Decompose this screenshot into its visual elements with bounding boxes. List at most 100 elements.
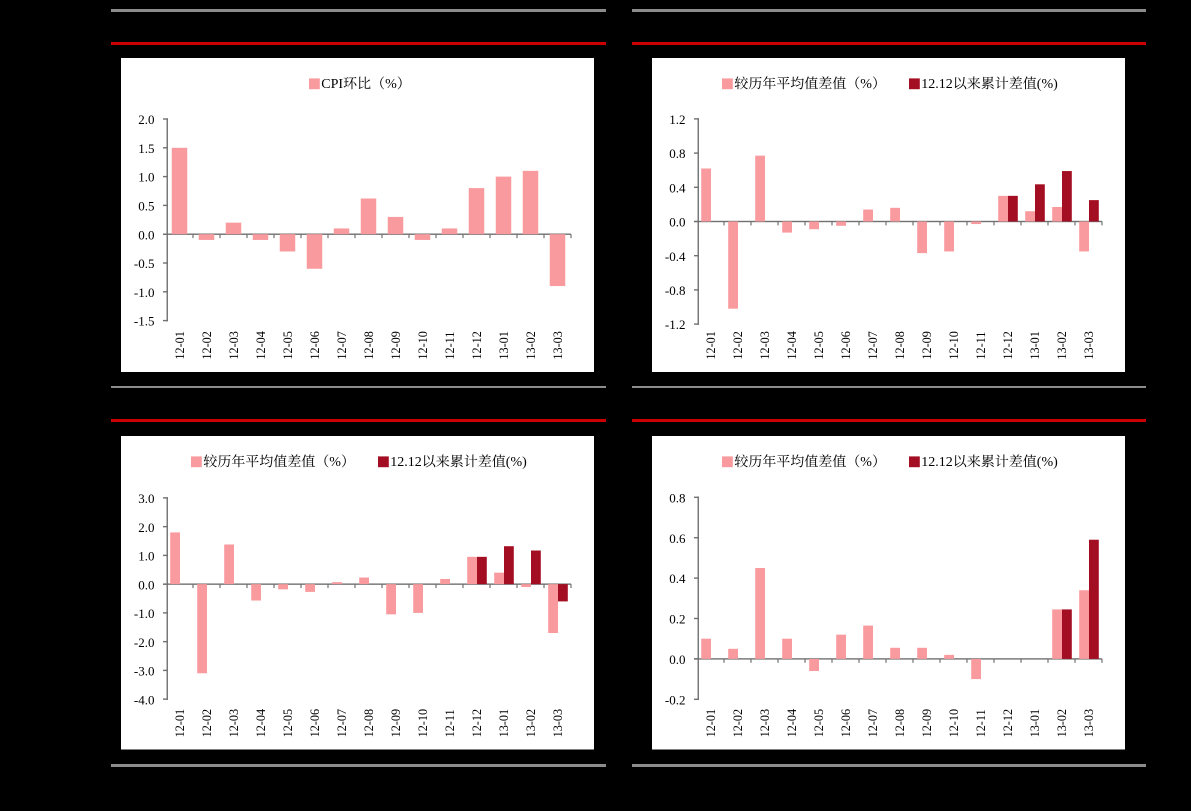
svg-text:13-01: 13-01: [497, 709, 511, 737]
svg-text:13-03: 13-03: [551, 331, 565, 359]
svg-text:12-07: 12-07: [866, 331, 880, 359]
svg-text:(%): (%): [1037, 455, 1058, 470]
svg-text:13-02: 13-02: [524, 331, 538, 359]
svg-text:12.12: 12.12: [390, 455, 422, 470]
svg-text:0.0: 0.0: [669, 652, 685, 667]
svg-text:12-04: 12-04: [785, 331, 799, 359]
svg-text:12-04: 12-04: [254, 709, 268, 737]
svg-text:12-02: 12-02: [200, 331, 214, 359]
svg-text:CPI: CPI: [321, 77, 343, 92]
svg-text:%: %: [329, 455, 341, 470]
svg-text:12-05: 12-05: [812, 709, 826, 737]
svg-text:13-03: 13-03: [1082, 331, 1096, 359]
svg-text:12-06: 12-06: [839, 709, 853, 737]
svg-text:12-12: 12-12: [1001, 709, 1015, 737]
svg-text:12-09: 12-09: [389, 331, 403, 359]
svg-text:12.12: 12.12: [921, 77, 953, 92]
svg-text:-0.8: -0.8: [665, 283, 686, 298]
svg-text:12-01: 12-01: [173, 331, 187, 359]
svg-text:0.8: 0.8: [669, 490, 685, 505]
svg-text:12-07: 12-07: [335, 709, 349, 737]
svg-text:12-08: 12-08: [893, 709, 907, 737]
svg-text:0.5: 0.5: [138, 199, 154, 214]
svg-text:2.0: 2.0: [138, 112, 154, 127]
svg-text:12-12: 12-12: [1001, 331, 1015, 359]
svg-text:0.0: 0.0: [138, 577, 154, 592]
svg-text:-0.2: -0.2: [665, 692, 686, 707]
svg-text:-2.0: -2.0: [134, 635, 155, 650]
svg-text:12-10: 12-10: [416, 709, 430, 737]
svg-text:12-02: 12-02: [731, 709, 745, 737]
svg-text:-1.0: -1.0: [134, 606, 155, 621]
svg-text:12-05: 12-05: [812, 331, 826, 359]
svg-text:0.0: 0.0: [138, 227, 154, 242]
svg-text:-1.5: -1.5: [134, 314, 155, 329]
svg-text:12-08: 12-08: [362, 331, 376, 359]
svg-text:0.0: 0.0: [669, 215, 685, 230]
svg-text:12-06: 12-06: [839, 331, 853, 359]
svg-text:-1.2: -1.2: [665, 317, 686, 332]
svg-text:12-10: 12-10: [947, 709, 961, 737]
svg-text:%: %: [860, 77, 872, 92]
svg-text:12-07: 12-07: [866, 709, 880, 737]
svg-text:3.0: 3.0: [138, 491, 154, 506]
svg-text:-4.0: -4.0: [134, 692, 155, 707]
svg-text:12-11: 12-11: [443, 332, 457, 360]
svg-text:-1.0: -1.0: [134, 285, 155, 300]
svg-text:1.5: 1.5: [138, 141, 154, 156]
svg-text:13-01: 13-01: [1028, 709, 1042, 737]
svg-text:2.0: 2.0: [138, 520, 154, 535]
svg-text:12-01: 12-01: [704, 709, 718, 737]
svg-text:12-04: 12-04: [785, 709, 799, 737]
svg-text:12-08: 12-08: [362, 709, 376, 737]
svg-text:0.4: 0.4: [669, 571, 686, 586]
svg-text:-3.0: -3.0: [134, 664, 155, 679]
svg-text:13-03: 13-03: [1082, 709, 1096, 737]
svg-text:0.8: 0.8: [669, 146, 685, 161]
svg-text:13-01: 13-01: [1028, 331, 1042, 359]
svg-text:12-02: 12-02: [731, 331, 745, 359]
svg-text:%: %: [860, 455, 872, 470]
svg-text:%: %: [385, 77, 397, 92]
svg-text:12-01: 12-01: [173, 709, 187, 737]
svg-text:12-08: 12-08: [893, 331, 907, 359]
svg-text:0.4: 0.4: [669, 180, 686, 195]
svg-text:0.2: 0.2: [669, 612, 685, 627]
svg-text:12-12: 12-12: [470, 709, 484, 737]
svg-text:12-06: 12-06: [308, 709, 322, 737]
svg-text:13-02: 13-02: [524, 709, 538, 737]
svg-text:(%): (%): [506, 455, 527, 470]
svg-text:12-06: 12-06: [308, 331, 322, 359]
svg-text:12.12: 12.12: [921, 455, 953, 470]
svg-text:12-07: 12-07: [335, 331, 349, 359]
svg-text:13-02: 13-02: [1055, 331, 1069, 359]
svg-text:1.2: 1.2: [669, 112, 685, 127]
svg-text:-0.4: -0.4: [665, 249, 686, 264]
svg-text:12-05: 12-05: [281, 331, 295, 359]
svg-text:12-10: 12-10: [947, 331, 961, 359]
svg-text:13-02: 13-02: [1055, 709, 1069, 737]
svg-text:12-10: 12-10: [416, 331, 430, 359]
svg-text:13-01: 13-01: [497, 331, 511, 359]
svg-text:1.0: 1.0: [138, 549, 154, 564]
svg-text:12-11: 12-11: [443, 709, 457, 737]
svg-text:0.6: 0.6: [669, 531, 686, 546]
svg-text:12-11: 12-11: [974, 709, 988, 737]
svg-text:12-12: 12-12: [470, 331, 484, 359]
svg-text:(%): (%): [1037, 77, 1058, 92]
svg-text:12-09: 12-09: [920, 331, 934, 359]
svg-text:12-05: 12-05: [281, 709, 295, 737]
svg-text:12-03: 12-03: [758, 709, 772, 737]
svg-text:12-03: 12-03: [227, 709, 241, 737]
svg-text:12-02: 12-02: [200, 709, 214, 737]
svg-text:12-09: 12-09: [389, 709, 403, 737]
svg-text:12-03: 12-03: [227, 331, 241, 359]
svg-text:13-03: 13-03: [551, 709, 565, 737]
svg-text:12-03: 12-03: [758, 331, 772, 359]
svg-text:12-04: 12-04: [254, 331, 268, 359]
svg-text:12-11: 12-11: [974, 332, 988, 360]
svg-text:1.0: 1.0: [138, 170, 154, 185]
svg-text:-0.5: -0.5: [134, 256, 155, 271]
svg-text:12-01: 12-01: [704, 331, 718, 359]
svg-text:12-09: 12-09: [920, 709, 934, 737]
